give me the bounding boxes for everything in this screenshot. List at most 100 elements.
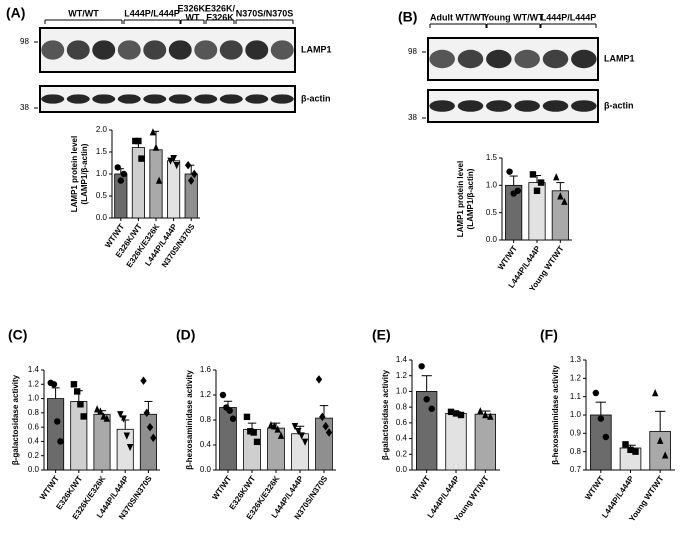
y-axis-label: β-galactosidase activity xyxy=(381,369,390,460)
data-point xyxy=(120,170,128,178)
data-point xyxy=(146,422,154,432)
data-point xyxy=(529,171,537,178)
marker-label: 98 xyxy=(408,47,417,56)
data-point xyxy=(226,407,233,414)
marker-label: 38 xyxy=(408,113,417,122)
data-point xyxy=(602,433,610,441)
blot-band xyxy=(542,49,569,69)
y-tick-label: 0.4 xyxy=(200,440,212,449)
blot-band xyxy=(194,94,218,104)
y-axis-label: (LAMP1/β-actin) xyxy=(80,143,89,204)
blot-band xyxy=(41,94,65,104)
lane-label: Young WT/WT xyxy=(483,12,544,22)
data-point xyxy=(514,187,521,194)
y-tick-label: 1.1 xyxy=(570,392,582,401)
y-axis-label: β-hexosaminidase activity xyxy=(185,370,194,470)
lane-label: L444P/L444P xyxy=(541,12,597,22)
data-point xyxy=(219,391,227,399)
y-tick-label: 1.6 xyxy=(200,365,212,374)
bar xyxy=(474,413,497,471)
band-label: β-actin xyxy=(604,100,634,110)
band-label: LAMP1 xyxy=(604,53,635,63)
blot-band xyxy=(514,49,540,69)
y-tick-label: 0.4 xyxy=(396,434,408,443)
band-label: β-actin xyxy=(301,93,331,103)
y-tick-label: 2.0 xyxy=(96,125,108,134)
blot-box xyxy=(427,37,599,81)
data-point xyxy=(457,411,465,419)
data-point xyxy=(191,169,198,179)
data-point xyxy=(70,381,78,388)
y-tick-label: 0.2 xyxy=(396,449,408,458)
y-axis-label: LAMP1 protein level xyxy=(70,136,79,212)
y-tick-label: 1.0 xyxy=(28,394,40,403)
data-point xyxy=(152,143,160,151)
bar xyxy=(93,413,111,471)
y-tick-label: 0.0 xyxy=(486,235,498,244)
blot-band xyxy=(457,49,484,69)
data-point xyxy=(73,388,81,395)
data-point xyxy=(315,375,323,384)
blot-band xyxy=(219,40,243,60)
bar xyxy=(70,401,88,471)
data-point xyxy=(93,405,101,413)
x-tick-label: WT/WT xyxy=(409,474,432,501)
y-tick-label: 0.5 xyxy=(96,191,108,200)
data-point xyxy=(632,448,639,455)
panel-label: (F) xyxy=(540,327,558,343)
y-axis-label: (LAMP1/β-actin) xyxy=(466,168,475,229)
bar xyxy=(590,414,612,471)
data-point xyxy=(322,422,329,431)
y-axis-label: β-hexosaminidase activity xyxy=(551,365,560,465)
data-point xyxy=(298,432,305,440)
blot-band xyxy=(486,49,512,69)
y-tick-label: 0.7 xyxy=(570,465,582,474)
data-point xyxy=(533,187,541,194)
lane-label: E326K/ xyxy=(205,3,236,13)
data-point xyxy=(117,411,124,419)
y-tick-label: 1.0 xyxy=(570,410,582,419)
x-tick-label: WT/WT xyxy=(583,474,606,501)
data-point xyxy=(188,176,195,185)
blot-band xyxy=(143,94,167,104)
blot-band xyxy=(486,100,512,112)
data-point xyxy=(661,451,669,459)
blot-band xyxy=(571,100,597,112)
y-tick-label: 0.8 xyxy=(570,447,582,456)
data-point xyxy=(143,408,150,418)
data-point xyxy=(167,157,174,165)
blot-band xyxy=(571,49,597,69)
data-point xyxy=(622,441,629,448)
data-point xyxy=(123,432,131,440)
data-point xyxy=(117,177,125,184)
blot-band xyxy=(143,40,167,60)
data-point xyxy=(247,428,254,435)
blot-band xyxy=(429,49,455,69)
bar xyxy=(149,149,163,219)
bar xyxy=(167,160,181,219)
y-tick-label: 1.0 xyxy=(96,169,108,178)
blot-band xyxy=(66,40,90,60)
blot-band xyxy=(429,100,455,112)
blot-band xyxy=(270,40,294,60)
data-point xyxy=(140,376,147,385)
y-tick-label: 0.6 xyxy=(28,422,40,431)
lane-label: WT/WT xyxy=(68,8,99,18)
data-point xyxy=(229,415,237,422)
panel-label: (E) xyxy=(372,327,391,343)
y-axis-label: LAMP1 protein level xyxy=(456,161,465,237)
data-point xyxy=(100,412,107,420)
data-point xyxy=(656,436,664,444)
data-point xyxy=(295,428,302,436)
blot-band xyxy=(41,40,65,60)
data-point xyxy=(325,428,333,437)
y-tick-label: 1.5 xyxy=(96,147,108,156)
blot-band xyxy=(117,94,141,104)
y-tick-label: 0.9 xyxy=(570,428,582,437)
data-point xyxy=(597,415,605,422)
data-point xyxy=(135,137,142,145)
blot-band xyxy=(514,100,540,112)
y-tick-label: 1.0 xyxy=(486,180,498,189)
bar xyxy=(47,398,65,471)
bar xyxy=(139,413,157,471)
